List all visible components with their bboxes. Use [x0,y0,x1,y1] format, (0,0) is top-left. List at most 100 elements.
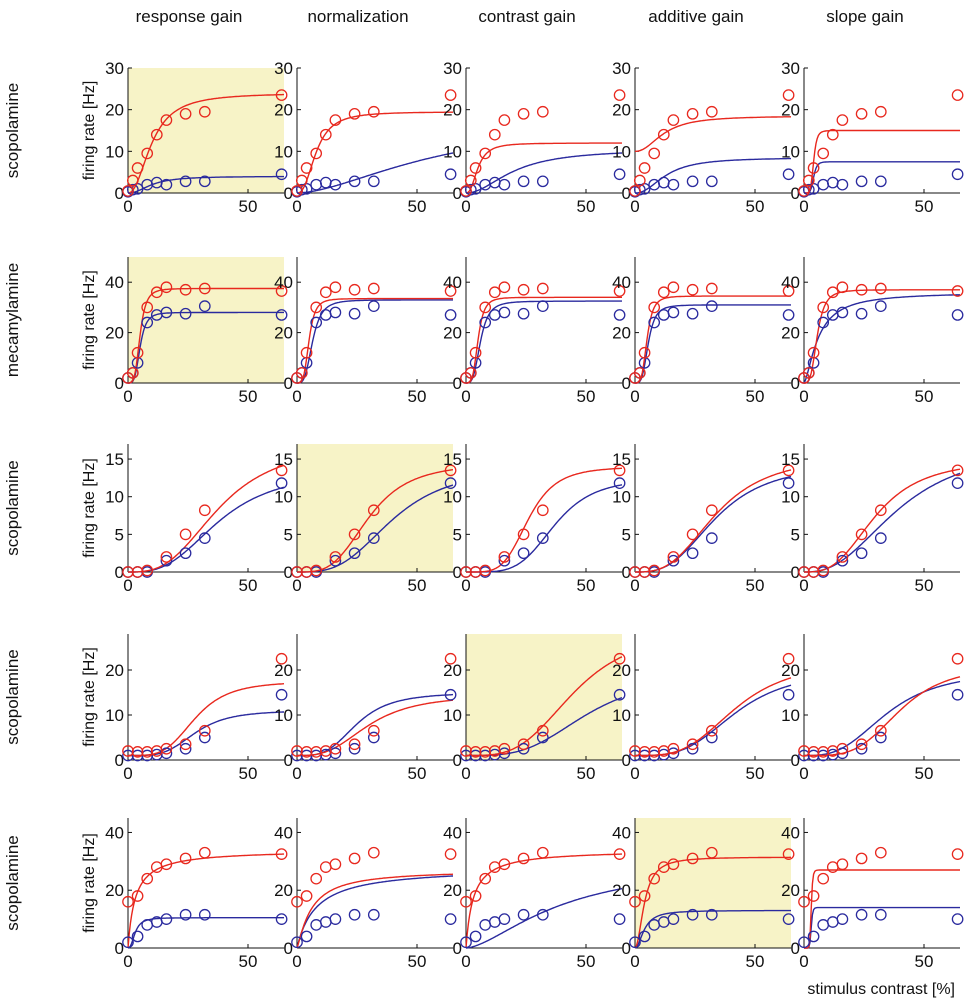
data-point-condition-a [826,286,839,299]
data-point-condition-b [951,477,964,490]
x-tick-label: 50 [577,952,596,971]
y-tick-label: 0 [115,374,124,393]
data-point-condition-a [855,107,868,120]
fit-line-condition-b [128,311,284,384]
data-point-condition-b [275,309,288,321]
x-tick-label: 50 [915,764,934,783]
data-point-condition-a [951,848,964,860]
data-point-condition-a [160,281,173,294]
data-point-condition-b [444,688,457,701]
x-tick-label: 50 [408,576,427,595]
data-point-condition-a [198,724,211,737]
data-point-condition-a [807,890,820,902]
data-point-condition-b [802,183,815,196]
y-tick-label: 0 [791,374,800,393]
data-point-condition-a [131,346,144,359]
y-tick-label: 20 [781,101,800,120]
data-point-condition-a [122,895,134,908]
row-label: scopolamine [3,83,22,178]
data-point-condition-a [348,283,361,296]
fit-line-condition-b [804,472,961,573]
data-point-condition-a [329,281,342,294]
panel: 0 10 20 30 0 50 [443,59,626,216]
y-tick-label: 40 [781,273,800,292]
fit-line-condition-a [465,142,622,194]
data-point-condition-b [855,908,868,921]
data-point-condition-a [667,281,680,294]
data-point-condition-a [798,185,810,197]
data-point-condition-a [160,858,173,871]
data-point-condition-b [310,316,323,329]
data-point-condition-a [488,128,501,141]
data-point-condition-a [686,738,699,751]
fit-line-condition-b [128,486,285,573]
data-point-condition-a [479,746,492,758]
x-tick-label: 50 [239,576,258,595]
fit-line-condition-b [296,875,453,949]
data-point-condition-b [536,532,549,544]
y-tick-label: 30 [105,59,124,78]
data-point-condition-b [319,176,332,189]
data-point-condition-b [488,176,501,189]
fit-line-condition-b [297,484,454,573]
y-tick-label: 20 [274,324,293,343]
y-tick-label: 10 [781,706,800,725]
x-tick-label: 0 [461,387,470,406]
panel: 0 10 20 0 50 [781,634,964,783]
data-point-condition-a [817,147,830,160]
data-point-condition-a [295,367,308,379]
data-point-condition-a [517,738,530,751]
data-point-condition-b [498,554,511,567]
data-point-condition-a [179,283,192,296]
data-point-condition-a [633,174,646,187]
data-point-condition-a [131,162,144,174]
y-tick-label: 10 [274,488,293,507]
data-point-condition-a [348,528,361,541]
y-tick-label: 0 [284,374,293,393]
panel: 0 10 20 30 0 50 [612,59,795,216]
y-tick-label: 20 [274,661,293,680]
data-point-condition-b [367,300,380,312]
data-point-condition-b [275,913,288,925]
data-point-condition-a [782,652,795,665]
x-tick-label: 0 [461,952,470,971]
data-point-condition-a [444,464,457,477]
data-point-condition-b [300,930,313,943]
y-tick-label: 40 [105,823,124,842]
data-point-condition-a [657,128,670,141]
data-point-condition-b [686,307,699,320]
y-tick-label: 10 [443,142,462,161]
x-tick-label: 50 [577,197,596,216]
data-point-condition-a [179,738,192,751]
y-tick-label: 20 [781,324,800,343]
x-tick-label: 50 [577,764,596,783]
y-tick-label: 30 [274,59,293,78]
data-point-condition-a [310,301,323,314]
y-tick-label: 10 [105,488,124,507]
data-point-condition-a [141,564,154,577]
fit-line-condition-a [296,873,454,949]
fit-line-condition-b [465,887,623,949]
data-point-condition-a [613,89,626,101]
data-point-condition-b [686,742,699,755]
y-tick-label: 0 [115,184,124,203]
data-point-condition-a [874,504,887,517]
y-tick-label: 10 [612,706,631,725]
data-point-condition-b [329,178,342,191]
panel: 0 20 40 0 50 [274,818,457,971]
x-tick-label: 50 [746,952,765,971]
data-point-condition-a [126,367,139,379]
data-point-condition-a [613,285,626,297]
data-point-condition-b [782,477,795,490]
panel: 0 5 10 15 0 50 firing rate [Hz] [81,444,288,595]
data-point-condition-a [291,566,303,578]
data-point-condition-a [479,301,492,314]
data-point-condition-a [319,286,332,299]
data-point-condition-a [667,858,680,871]
data-point-condition-a [460,745,472,757]
data-point-condition-a [517,107,530,120]
data-point-condition-a [310,746,323,758]
data-point-condition-b [613,913,626,925]
y-tick-label: 20 [443,881,462,900]
data-point-condition-b [613,477,626,490]
